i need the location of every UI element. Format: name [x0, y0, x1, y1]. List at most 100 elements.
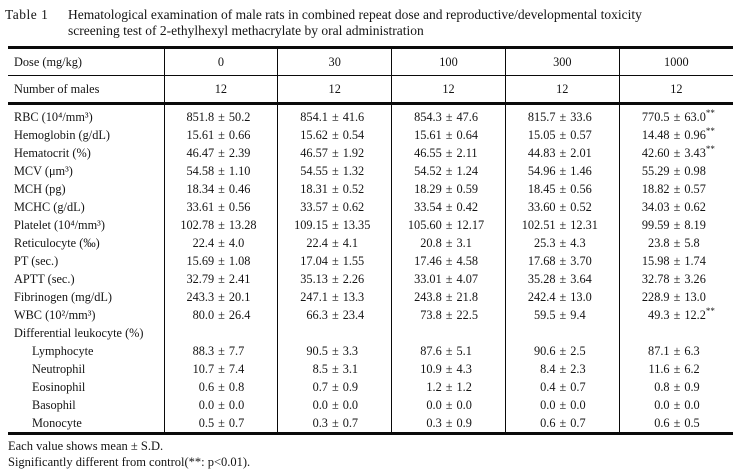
value-cell: 15.62 ±0.54: [277, 126, 392, 144]
row-label: Neutrophil: [32, 362, 86, 376]
value-cell: 23.8 ±5.8: [618, 234, 733, 252]
value-cell: 0.6 ±0.5: [618, 414, 733, 434]
value-cell: 15.98 ±1.74: [618, 252, 733, 270]
value-cell: 80.0 ±26.4: [163, 306, 278, 324]
value-cell: 42.60 ±3.43**: [618, 144, 733, 162]
n-males-value: 12: [618, 75, 733, 105]
value-cell: 87.1 ±6.3: [618, 342, 733, 360]
value-cell: 22.4 ±4.1: [277, 234, 392, 252]
value-cell: 0.0 ±0.0: [504, 396, 620, 414]
value-cell: 109.15 ±13.35: [277, 216, 392, 234]
table-row: Platelet (10⁴/mm³) 102.78 ±13.28 109.15 ±13.…: [8, 216, 733, 234]
value-cell: 14.48 ±0.96**: [618, 126, 733, 144]
hematology-table: Dose (mg/kg) 0 30 100 300 1000 Number of…: [8, 46, 733, 435]
value-cell: 8.5 ±3.1: [277, 360, 392, 378]
value-cell: [277, 324, 392, 342]
value-cell: 17.04 ±1.55: [277, 252, 392, 270]
value-cell: 54.96 ±1.46: [504, 162, 620, 180]
row-label: MCH (pg): [14, 182, 66, 196]
dose-column-header: 1000: [618, 47, 733, 76]
table-footnotes: Each value shows mean ± S.D. Significant…: [8, 439, 732, 470]
row-label: Platelet (10⁴/mm³): [14, 218, 105, 232]
value-cell: 105.60 ±12.17: [391, 216, 506, 234]
table-row: WBC (10²/mm³) 80.0 ±26.4 66.3 ±23.4 73.8 ±22.5…: [8, 306, 733, 324]
value-cell: 0.6 ±0.8: [163, 378, 278, 396]
value-cell: 0.8 ±0.9: [618, 378, 733, 396]
value-cell: 0.0 ±0.0: [277, 396, 392, 414]
dose-header-label: Dose (mg/kg): [8, 47, 164, 76]
table-body: RBC (10⁴/mm³) 851.8 ±50.2 854.1 ±41.6 854.3 ±4…: [8, 103, 733, 434]
table-row: Hematocrit (%) 46.47 ±2.39 46.57 ±1.92 46.55 ±…: [8, 144, 733, 162]
row-label: MCHC (g/dL): [14, 200, 85, 214]
value-cell: 66.3 ±23.4: [277, 306, 392, 324]
n-males-value: 12: [163, 75, 278, 105]
row-label: Eosinophil: [32, 380, 86, 394]
table-row: APTT (sec.) 32.79 ±2.41 35.13 ±2.26 33.01 ±4.0…: [8, 270, 733, 288]
value-cell: 854.3 ±47.6: [391, 103, 506, 126]
row-label: APTT (sec.): [14, 272, 75, 286]
row-label: Hematocrit (%): [14, 146, 91, 160]
row-label: PT (sec.): [14, 254, 59, 268]
value-cell: 32.79 ±2.41: [163, 270, 278, 288]
caption-line-1: Hematological examination of male rats i…: [68, 7, 642, 22]
value-cell: 44.83 ±2.01: [504, 144, 620, 162]
value-cell: 54.58 ±1.10: [163, 162, 278, 180]
value-cell: 228.9 ±13.0: [618, 288, 733, 306]
row-label: Reticulocyte (‰): [14, 236, 100, 250]
value-cell: 18.45 ±0.56: [504, 180, 620, 198]
table-row: MCH (pg) 18.34 ±0.46 18.31 ±0.52 18.29 ±0.59 18…: [8, 180, 733, 198]
table-row: PT (sec.) 15.69 ±1.08 17.04 ±1.55 17.46 ±4.58 1…: [8, 252, 733, 270]
value-cell: 22.4 ±4.0: [163, 234, 278, 252]
row-label: Monocyte: [32, 416, 82, 430]
value-cell: 46.55 ±2.11: [391, 144, 506, 162]
value-cell: 0.0 ±0.0: [618, 396, 733, 414]
table-row: Basophil 0.0 ±0.0 0.0 ±0.0 0.0 ±0.0 0.0 ±0.0 0.0 ±…: [8, 396, 733, 414]
row-label: WBC (10²/mm³): [14, 308, 96, 322]
footnote-mean-sd: Each value shows mean ± S.D.: [8, 439, 164, 453]
n-males-value: 12: [277, 75, 392, 105]
value-cell: 854.1 ±41.6: [277, 103, 392, 126]
value-cell: 90.5 ±3.3: [277, 342, 392, 360]
table-row: Hemoglobin (g/dL) 15.61 ±0.66 15.62 ±0.54 15.…: [8, 126, 733, 144]
table-row: RBC (10⁴/mm³) 851.8 ±50.2 854.1 ±41.6 854.3 ±4…: [8, 103, 733, 126]
value-cell: 0.6 ±0.7: [504, 414, 620, 434]
footnote-significance: Significantly different from control(**:…: [8, 454, 251, 469]
value-cell: 851.8 ±50.2: [163, 103, 278, 126]
value-cell: 18.29 ±0.59: [391, 180, 506, 198]
table-row: Differential leukocyte (%): [8, 324, 733, 342]
value-cell: 18.82 ±0.57: [618, 180, 733, 198]
value-cell: 770.5 ±63.0**: [618, 103, 733, 126]
value-cell: 33.54 ±0.42: [391, 198, 506, 216]
dose-column-header: 300: [504, 47, 620, 76]
value-cell: 17.68 ±3.70: [504, 252, 620, 270]
value-cell: 35.28 ±3.64: [504, 270, 620, 288]
value-cell: 54.52 ±1.24: [391, 162, 506, 180]
value-cell: 33.60 ±0.52: [504, 198, 620, 216]
value-cell: 34.03 ±0.62: [618, 198, 733, 216]
header-row-dose: Dose (mg/kg) 0 30 100 300 1000: [8, 47, 733, 76]
value-cell: 73.8 ±22.5: [391, 306, 506, 324]
value-cell: [504, 324, 620, 342]
row-label: MCV (μm³): [14, 164, 73, 178]
value-cell: 102.78 ±13.28: [163, 216, 278, 234]
value-cell: 0.0 ±0.0: [391, 396, 506, 414]
value-cell: 10.9 ±4.3: [391, 360, 506, 378]
dose-column-header: 0: [163, 47, 278, 76]
value-cell: 11.6 ±6.2: [618, 360, 733, 378]
value-cell: 0.3 ±0.9: [391, 414, 506, 434]
value-cell: 20.8 ±3.1: [391, 234, 506, 252]
value-cell: 15.69 ±1.08: [163, 252, 278, 270]
table-row: MCHC (g/dL) 33.61 ±0.56 33.57 ±0.62 33.54 ±0.4…: [8, 198, 733, 216]
table-row: Lymphocyte 88.3 ±7.7 90.5 ±3.3 87.6 ±5.1 90.6 ±2…: [8, 342, 733, 360]
value-cell: 247.1 ±13.3: [277, 288, 392, 306]
value-cell: 0.3 ±0.7: [277, 414, 392, 434]
caption-line-2: screening test of 2-ethylhexyl methacryl…: [68, 23, 424, 38]
value-cell: 0.4 ±0.7: [504, 378, 620, 396]
table-row: MCV (μm³) 54.58 ±1.10 54.55 ±1.32 54.52 ±1.24 5…: [8, 162, 733, 180]
value-cell: 49.3 ±12.2**: [618, 306, 733, 324]
value-cell: 33.57 ±0.62: [277, 198, 392, 216]
value-cell: 17.46 ±4.58: [391, 252, 506, 270]
value-cell: 18.31 ±0.52: [277, 180, 392, 198]
table-row: Fibrinogen (mg/dL) 243.3 ±20.1 247.1 ±13.3 24…: [8, 288, 733, 306]
